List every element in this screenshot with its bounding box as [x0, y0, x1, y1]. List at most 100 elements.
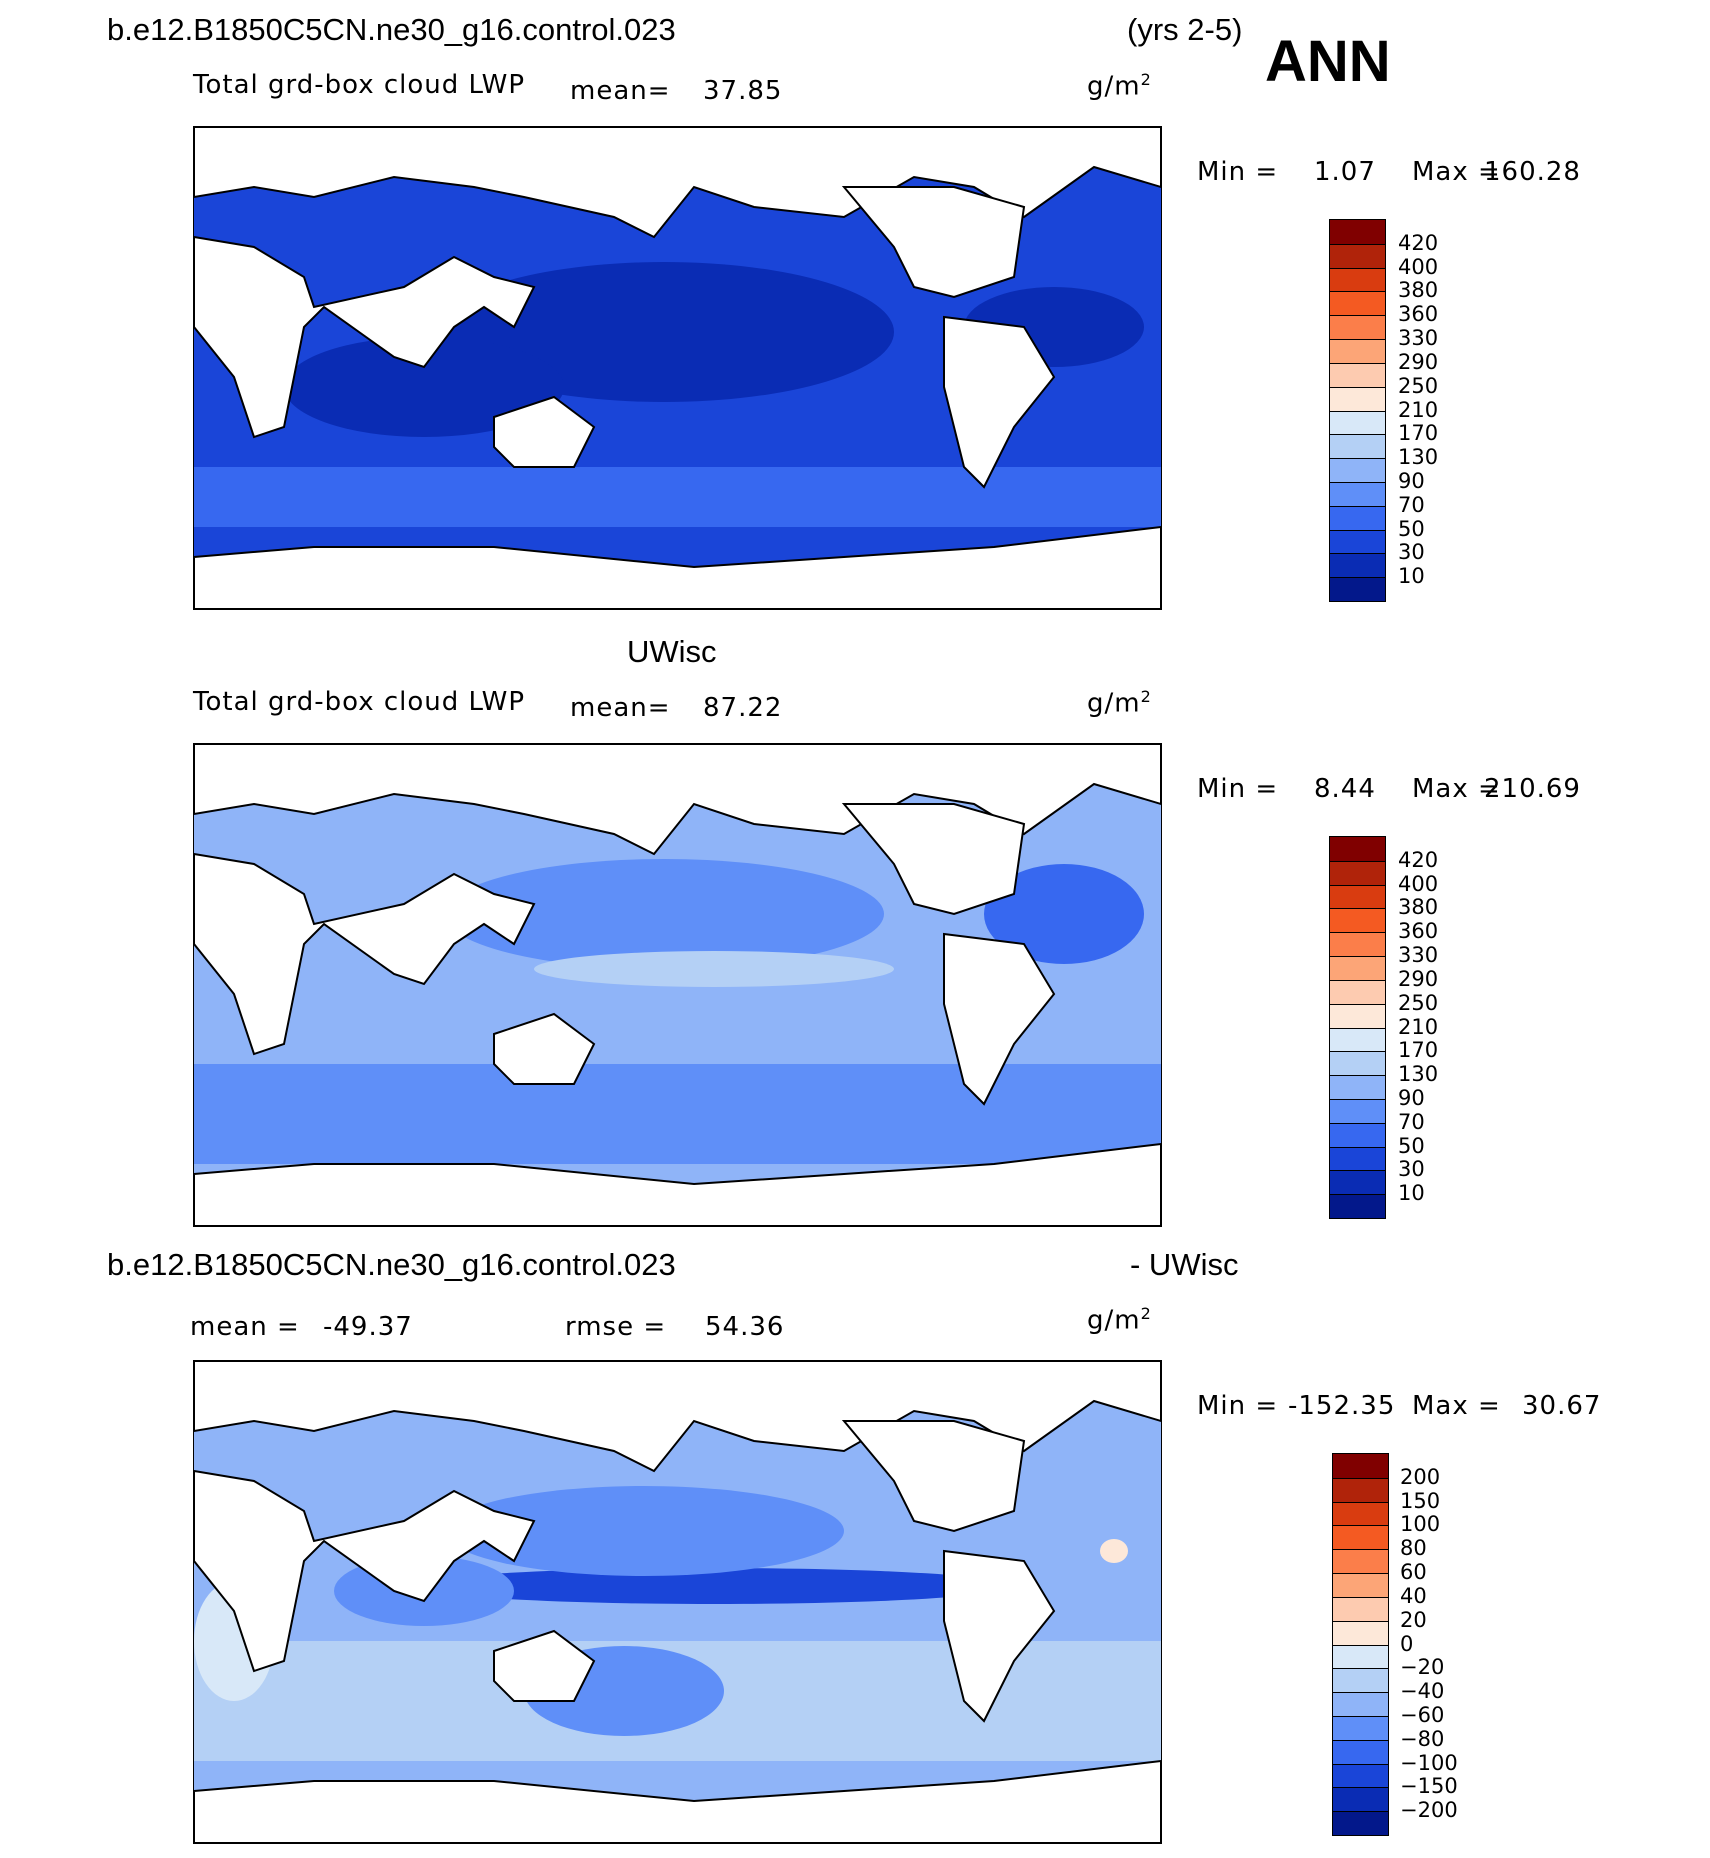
colorbar-label: 60: [1400, 1560, 1427, 1585]
colorbar-label: 130: [1398, 445, 1439, 470]
colorbar-label: 360: [1398, 919, 1439, 944]
colorbar-label: 130: [1398, 1062, 1439, 1087]
panel3-rmse-value: 54.36: [705, 1312, 785, 1342]
colorbar-swatch: [1330, 386, 1385, 411]
colorbar-swatch: [1333, 1477, 1388, 1502]
colorbar-swatch: [1333, 1763, 1388, 1788]
colorbar-label: 400: [1398, 871, 1439, 896]
colorbar-label: 210: [1398, 1014, 1439, 1039]
colorbar-swatch: [1330, 481, 1385, 506]
land-north: [194, 1361, 1161, 1473]
panel3-max-value: 30.67: [1522, 1391, 1602, 1421]
land-north: [194, 127, 1161, 239]
panel1-max-label: Max =: [1412, 157, 1501, 187]
colorbar-label: 100: [1400, 1512, 1441, 1537]
colorbar-label: 210: [1398, 397, 1439, 422]
colorbar-label: 0: [1400, 1631, 1414, 1656]
colorbar-swatch: [1330, 1122, 1385, 1147]
panel3-positive-spot: [1100, 1539, 1128, 1563]
colorbar-label: 420: [1398, 847, 1439, 872]
colorbar-swatch: [1333, 1739, 1388, 1764]
panel2-colorbar: [1329, 836, 1386, 1219]
colorbar-label: 360: [1398, 302, 1439, 327]
colorbar-label: 40: [1400, 1583, 1427, 1608]
panel2-southern-band: [194, 1064, 1161, 1164]
colorbar-swatch: [1330, 1146, 1385, 1171]
colorbar-swatch: [1333, 1644, 1388, 1669]
colorbar-swatch: [1333, 1501, 1388, 1526]
land-africa-asia: [194, 852, 536, 1056]
panel3-min-value: -152.35: [1288, 1391, 1396, 1421]
land-north-america: [841, 1420, 1026, 1533]
panel2-min-value: 8.44: [1314, 774, 1376, 804]
colorbar-label: 170: [1398, 421, 1439, 446]
panel1-map: [193, 126, 1162, 610]
land-australia: [493, 1012, 596, 1085]
land-north: [194, 744, 1161, 856]
panel3-map: [193, 1360, 1162, 1844]
colorbar-swatch: [1330, 291, 1385, 316]
colorbar-label: 50: [1398, 1133, 1425, 1158]
colorbar-label: −200: [1400, 1798, 1458, 1823]
colorbar-swatch: [1330, 243, 1385, 268]
colorbar-label: 20: [1400, 1607, 1427, 1632]
colorbar-swatch: [1330, 1051, 1385, 1076]
colorbar-label: 380: [1398, 278, 1439, 303]
colorbar-swatch: [1330, 1170, 1385, 1195]
panel1-indian-low: [284, 337, 564, 437]
panel3-itcz-negative: [414, 1568, 1014, 1604]
diff-case-name: b.e12.B1850C5CN.ne30_g16.control.023: [107, 1247, 676, 1282]
panel2-map-svg: [194, 744, 1161, 1226]
land-australia: [493, 395, 596, 468]
panel1-min-value: 1.07: [1314, 157, 1376, 187]
panel1-max-value: 160.28: [1484, 157, 1581, 187]
land-south-america: [943, 932, 1056, 1106]
obs-name-title: UWisc: [627, 634, 717, 669]
land-antarctica: [194, 525, 1161, 609]
colorbar-swatch: [1333, 1596, 1388, 1621]
diff-suffix: - UWisc: [1130, 1247, 1239, 1282]
colorbar-swatch: [1330, 339, 1385, 363]
case-name-title: b.e12.B1850C5CN.ne30_g16.control.023: [107, 12, 676, 47]
colorbar-label: 70: [1398, 492, 1425, 517]
panel1-mean-label: mean=: [570, 76, 671, 106]
panel3-mean-label: mean =: [190, 1312, 300, 1342]
colorbar-label: 90: [1398, 468, 1425, 493]
colorbar-label: 70: [1398, 1109, 1425, 1134]
panel2-units: g/m2: [1087, 687, 1152, 719]
colorbar-swatch: [1330, 220, 1385, 244]
colorbar-label: −40: [1400, 1679, 1445, 1704]
colorbar-swatch: [1333, 1668, 1388, 1693]
panel2-min-label: Min =: [1197, 774, 1279, 804]
colorbar-label: 30: [1398, 540, 1425, 565]
colorbar-label: 170: [1398, 1038, 1439, 1063]
colorbar-label: −100: [1400, 1750, 1458, 1775]
panel3-units: g/m2: [1087, 1304, 1152, 1336]
colorbar-swatch: [1333, 1692, 1388, 1716]
panel3-pacific-negative: [444, 1486, 844, 1576]
panel1-map-svg: [194, 127, 1161, 609]
colorbar-label: 90: [1398, 1085, 1425, 1110]
colorbar-label: −150: [1400, 1774, 1458, 1799]
panel1-min-label: Min =: [1197, 157, 1279, 187]
colorbar-swatch: [1330, 577, 1385, 601]
colorbar-swatch: [1330, 434, 1385, 459]
colorbar-swatch: [1330, 505, 1385, 530]
colorbar-swatch: [1330, 884, 1385, 909]
colorbar-label: −80: [1400, 1726, 1445, 1751]
panel2-itcz-band: [534, 951, 894, 987]
colorbar-swatch: [1330, 908, 1385, 933]
panel3-mean-value: -49.37: [323, 1312, 413, 1342]
panel1-units: g/m2: [1087, 70, 1152, 102]
colorbar-swatch: [1330, 315, 1385, 340]
colorbar-label: 10: [1398, 1181, 1425, 1206]
colorbar-swatch: [1333, 1715, 1388, 1740]
colorbar-swatch: [1333, 1454, 1388, 1478]
colorbar-swatch: [1330, 1075, 1385, 1099]
panel3-max-label: Max =: [1412, 1391, 1501, 1421]
panel2-atlantic-dark: [984, 864, 1144, 964]
panel1-southern-band: [194, 467, 1161, 527]
colorbar-swatch: [1330, 458, 1385, 482]
colorbar-label: 30: [1398, 1157, 1425, 1182]
panel1-variable: Total grd-box cloud LWP: [193, 70, 526, 100]
